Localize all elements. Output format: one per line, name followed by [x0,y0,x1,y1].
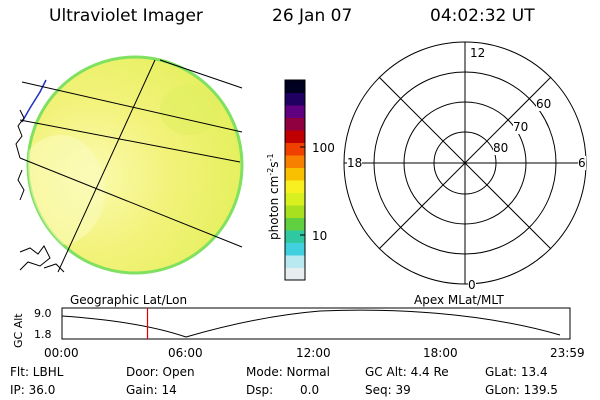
altitude-max-label: 9.0 [34,307,52,320]
status-filter: Flt: LBHL [10,365,64,379]
colorbar-segment [285,142,305,156]
mlt-12-label: 12 [470,46,486,60]
colorbar-segment [285,155,305,168]
latlon-grid [19,59,243,273]
colorbar-segment [285,105,305,118]
land-outline [15,109,25,201]
xtick-1: 06:00 [168,346,203,360]
colorbar-segment [285,117,305,131]
xtick-2: 12:00 [296,346,331,360]
status-ip: IP: 36.0 [10,383,56,397]
observation-date: 26 Jan 07 [272,6,353,26]
status-seq: Seq: 39 [365,383,411,397]
mlt-18-label: 18 [347,156,363,170]
mlat-80-label: 80 [493,141,509,155]
xtick-3: 18:00 [423,346,458,360]
altitude-min-label: 1.8 [34,328,52,341]
altitude-axis-label: GC Alt [12,313,25,348]
status-glat: GLat: 13.4 [485,365,548,379]
coastline [21,79,47,123]
colorbar-segment [285,242,305,256]
mlt-6-label: 6 [578,156,586,170]
altitude-curve [61,309,561,338]
colorbar-segment [285,205,305,218]
colorbar-segment [285,80,305,93]
altitude-plot [61,307,571,340]
colorbar-segment [285,217,305,231]
geographic-label: Geographic Lat/Lon [70,293,188,307]
intensity-colorbar [284,79,306,281]
colorbar-tick-100: 100 [312,141,335,155]
instrument-title: Ultraviolet Imager [49,6,203,26]
status-gc-alt: GC Alt: 4.4 Re [365,365,449,379]
status-door: Door: Open [126,365,195,379]
mlt-0-label: 0 [468,278,476,292]
status-dsp-value: 0.0 [300,383,320,397]
colorbar-segment [285,130,305,143]
colorbar-segment [285,92,305,106]
land-outline-south [19,245,65,273]
status-glon: GLon: 139.5 [485,383,558,397]
xtick-0: 00:00 [44,346,79,360]
status-mode: Mode: Normal [246,365,330,379]
colorbar-segment [285,167,305,181]
mlat-70-label: 70 [513,120,529,134]
uv-image-panel [15,55,244,275]
colorbar-segment [285,267,305,281]
colorbar-unit-label: photon cm-2s-1 [266,153,281,240]
colorbar-segment [285,180,305,193]
mlat-60-label: 60 [536,97,552,111]
colorbar-tick-10: 10 [312,229,328,243]
status-dsp: Dsp: [246,383,274,397]
observation-time: 04:02:32 UT [430,6,535,26]
colorbar-segment [285,192,305,206]
colorbar-segment [285,255,305,268]
polar-plot [343,41,587,285]
status-gain: Gain: 14 [126,383,177,397]
colorbar-segment [285,230,305,243]
xtick-4: 23:59 [550,346,585,360]
apex-label: Apex MLat/MLT [414,293,504,307]
